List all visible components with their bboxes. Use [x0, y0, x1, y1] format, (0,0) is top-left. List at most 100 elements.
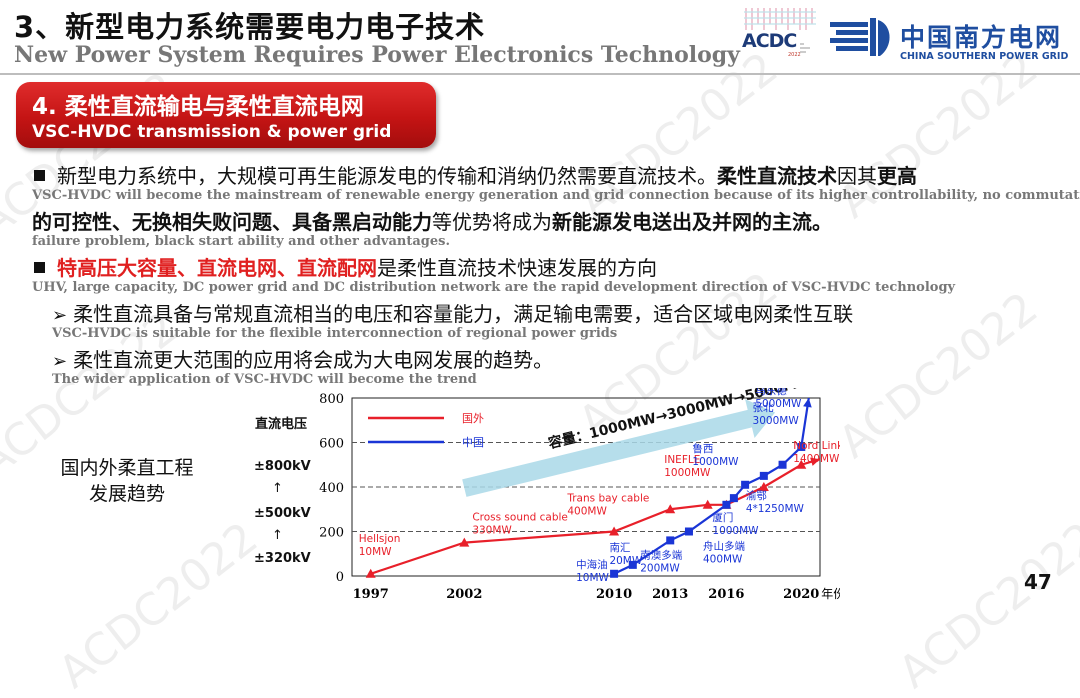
bullet-text-bold: 更高 — [877, 164, 917, 188]
sub-bullet-1: ➢ 柔性直流具备与常规直流相当的电压和容量能力，满足输电需要，适合区域电网柔性互联 — [52, 298, 853, 327]
page-subtitle: New Power System Requires Power Electron… — [14, 42, 740, 68]
voltage-level: ±800kV — [254, 459, 311, 474]
arrow-bullet-icon: ➢ — [52, 351, 68, 372]
annotation-label: 鲁西 — [692, 442, 713, 455]
y-tick-label: 200 — [319, 526, 344, 541]
annotation-capacity: 20MW — [609, 555, 642, 567]
data-point — [729, 494, 738, 503]
page-number: 47 — [1024, 570, 1052, 594]
voltage-label: 直流电压 — [255, 417, 308, 432]
section-title-cn: 4. 柔性直流输电与柔性直流电网 — [32, 94, 364, 120]
watermark: ACDC2022 — [49, 512, 268, 698]
sub-bullet-2: ➢ 柔性直流更大范围的应用将会成为大电网发展的趋势。 — [52, 344, 553, 373]
annotation-label: 厦门 — [712, 511, 733, 524]
annotation-capacity: 330MW — [472, 525, 512, 537]
y-tick-label: 0 — [336, 570, 344, 585]
bullet-2-en: UHV, large capacity, DC power grid and D… — [32, 280, 956, 295]
data-point — [758, 482, 769, 491]
side-title-line: 国内外柔直工程 — [60, 457, 194, 479]
data-point — [459, 537, 470, 547]
data-point — [365, 568, 376, 578]
voltage-arrow: ↑ — [272, 528, 283, 543]
annotation-capacity: 400MW — [567, 506, 607, 518]
header-divider — [0, 73, 1080, 75]
annotation-capacity: 1400MW — [793, 453, 840, 465]
bullet-text-bold: 的可控性、无换相失败问题、具备黑启动能力 — [32, 210, 432, 234]
bullet-square-icon — [34, 262, 45, 273]
csg-name-cn: 中国南方电网 — [900, 23, 1063, 52]
annotation-capacity: 200MW — [640, 562, 680, 574]
annotation-label: 渝鄂 — [746, 489, 767, 502]
bullet-1-en-1: VSC-HVDC will become the mainstream of r… — [32, 188, 1080, 203]
x-tick-label: 2010 — [596, 587, 632, 602]
bullet-1-line-1: 新型电力系统中，大规模可再生能源发电的传输和消纳仍然需要直流技术。柔性直流技术因… — [34, 160, 917, 189]
sub-bullet-text: 柔性直流更大范围的应用将会成为大电网发展的趋势。 — [73, 348, 554, 372]
bullet-text: 因其 — [837, 164, 877, 188]
annotation-label: Cross sound cable — [472, 512, 568, 524]
x-tick-label: 2016 — [708, 587, 744, 602]
annotation-label: 南澳多端 — [640, 548, 682, 561]
data-point — [796, 459, 807, 469]
data-point — [609, 526, 620, 536]
bullet-text-bold: 新能源发电送出及并网的主流。 — [552, 210, 832, 234]
x-unit-label: 年份 — [821, 587, 840, 601]
x-tick-label: 1997 — [353, 587, 389, 602]
annotation-capacity: 1000MW — [712, 525, 759, 537]
csg-logo-icon — [830, 18, 890, 56]
annotation-capacity: 4*1250MW — [746, 503, 805, 515]
sub-bullet-1-en: VSC-HVDC is suitable for the flexible in… — [52, 326, 618, 341]
annotation-label: Hellsjon — [359, 533, 401, 545]
bullet-square-icon — [34, 170, 45, 181]
voltage-arrow: ↑ — [272, 481, 283, 496]
sub-bullet-text: 柔性直流具备与常规直流相当的电压和容量能力，满足输电需要，适合区域电网柔性互联 — [73, 302, 854, 326]
annotation-label: 中海油 — [576, 558, 608, 571]
annotation-label: INEFLE — [664, 454, 700, 466]
data-point — [722, 500, 731, 509]
watermark: ACDC2022 — [889, 512, 1080, 698]
annotation-capacity: 10MW — [576, 572, 609, 584]
annotation-label: 乌东德 — [755, 388, 787, 397]
data-point — [702, 499, 713, 509]
y-tick-label: 400 — [319, 481, 344, 496]
y-tick-label: 800 — [319, 392, 344, 407]
bullet-1-line-2: 的可控性、无换相失败问题、具备黑启动能力等优势将成为新能源发电送出及并网的主流。 — [32, 206, 832, 235]
svg-text:2022: 2022 — [788, 52, 801, 58]
section-title-en: VSC-HVDC transmission & power grid — [32, 122, 392, 142]
annotation-label: 南汇 — [609, 541, 630, 554]
voltage-level: ±320kV — [254, 551, 311, 566]
capacity-arrow-icon — [462, 399, 776, 497]
annotation-capacity: 10MW — [359, 546, 392, 558]
x-tick-label: 2002 — [446, 587, 482, 602]
data-point — [610, 569, 619, 578]
data-point — [797, 442, 806, 451]
watermark: ACDC2022 — [829, 282, 1048, 469]
series-arrowhead-icon — [810, 457, 820, 466]
annotation-capacity: 1000MW — [692, 456, 739, 468]
legend-label: 国外 — [462, 412, 484, 425]
sub-bullet-2-en: The wider application of VSC-HVDC will b… — [52, 372, 477, 387]
bullet-1-en-2: failure problem, black start ability and… — [32, 234, 450, 249]
annotation-label: 张北 — [753, 402, 774, 414]
bullet-text-bold: 柔性直流技术 — [717, 164, 837, 188]
voltage-level: ±500kV — [254, 506, 311, 521]
annotation-label: Nord Link — [793, 440, 840, 452]
bullet-text: 是柔性直流技术快速发展的方向 — [377, 256, 657, 280]
section-banner — [16, 82, 436, 148]
bullet-2-line: 特高压大容量、直流电网、直流配网是柔性直流技术快速发展的方向 — [34, 252, 657, 281]
x-tick-label: 2020 — [783, 587, 819, 602]
chart-side-title: 国内外柔直工程 发展趋势 — [52, 455, 202, 507]
acdc-logo-icon: 2022 — [744, 8, 816, 58]
annotation-capacity: 3000MW — [753, 415, 800, 427]
x-tick-label: 2013 — [652, 587, 688, 602]
acdc-logo-text: ACDC — [742, 30, 797, 52]
bullet-text-highlight: 特高压大容量、直流电网、直流配网 — [57, 256, 377, 280]
data-point — [666, 536, 675, 545]
annotation-label: 舟山多端 — [703, 540, 745, 553]
annotation-capacity: 5000MW — [755, 398, 802, 410]
legend-label: 中国 — [462, 436, 484, 449]
data-point — [684, 527, 693, 536]
series-arrowhead-icon — [803, 398, 812, 408]
csg-name-en: CHINA SOUTHERN POWER GRID — [900, 51, 1069, 62]
annotation-capacity: 400MW — [703, 554, 743, 566]
